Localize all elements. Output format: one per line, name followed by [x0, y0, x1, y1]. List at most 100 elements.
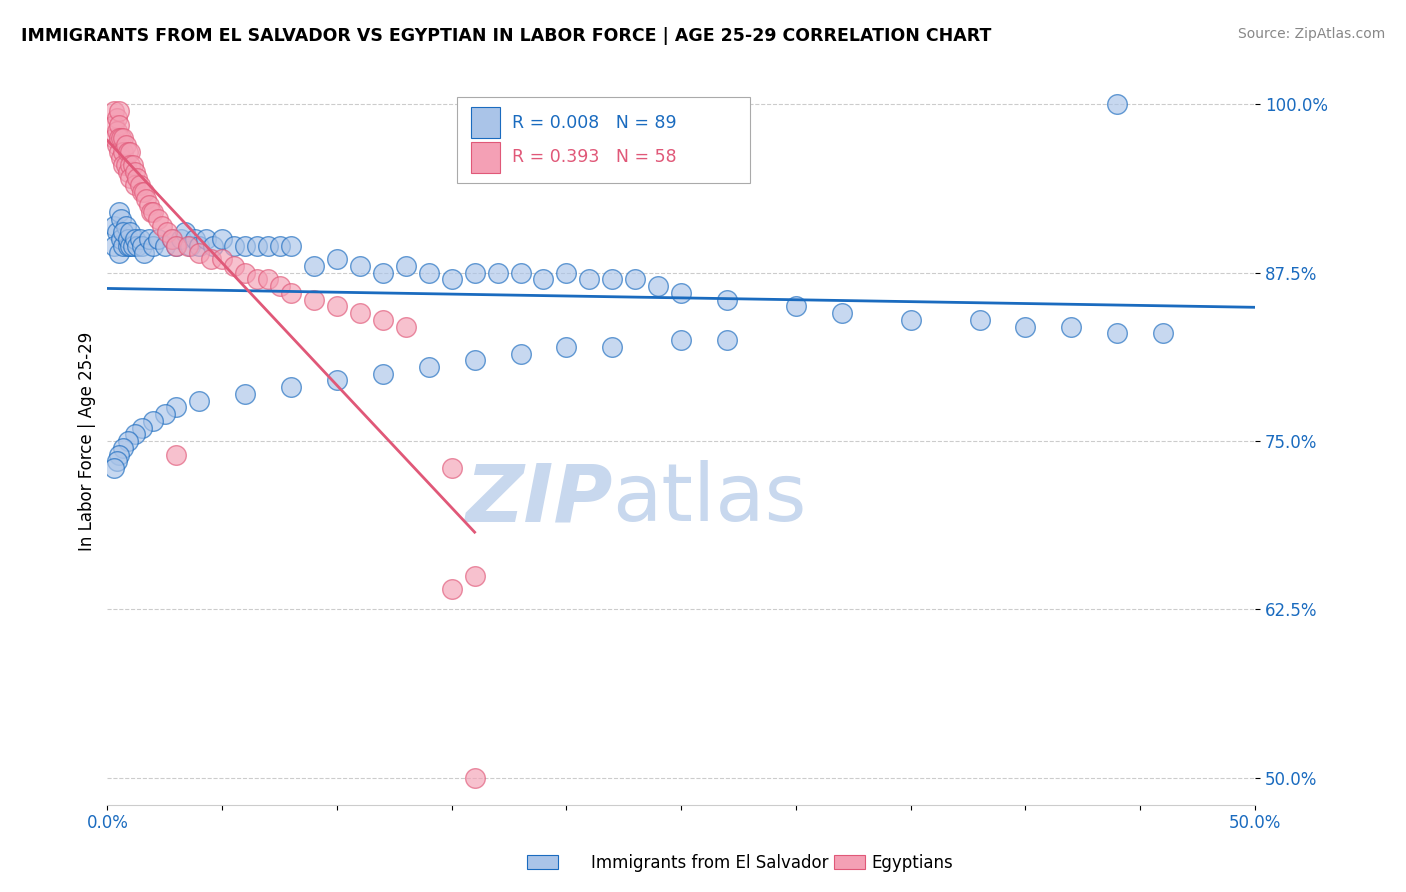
Point [188, 239, 211, 253]
Point [110, 211, 132, 226]
Point [509, 266, 531, 280]
Point [395, 319, 418, 334]
Point [120, 239, 142, 253]
Y-axis label: In Labor Force | Age 25-29: In Labor Force | Age 25-29 [79, 332, 96, 550]
Point [245, 272, 267, 286]
Point [160, 232, 183, 246]
Text: R = 0.393   N = 58: R = 0.393 N = 58 [513, 148, 678, 167]
Point [142, 205, 165, 219]
Point [165, 401, 187, 415]
Point [669, 285, 692, 300]
Point [349, 259, 371, 273]
Point [280, 285, 302, 300]
Point [117, 145, 139, 159]
Point [211, 252, 233, 267]
Point [1107, 326, 1129, 341]
Point [222, 259, 245, 273]
Point [124, 232, 146, 246]
Point [831, 306, 853, 320]
Text: IMMIGRANTS FROM EL SALVADOR VS EGYPTIAN IN LABOR FORCE | AGE 25-29 CORRELATION C: IMMIGRANTS FROM EL SALVADOR VS EGYPTIAN … [21, 27, 991, 45]
Point [108, 104, 131, 119]
Point [110, 232, 132, 246]
Point [440, 582, 463, 597]
Text: Egyptians: Egyptians [872, 854, 953, 871]
Point [371, 367, 394, 381]
Point [128, 178, 150, 193]
Point [117, 434, 139, 448]
Point [509, 346, 531, 360]
Point [128, 232, 150, 246]
Point [179, 239, 201, 253]
Point [326, 374, 349, 388]
Bar [834, 855, 865, 869]
Point [120, 225, 142, 239]
Point [418, 266, 440, 280]
Point [138, 232, 160, 246]
Point [395, 259, 418, 273]
Point [103, 219, 125, 233]
Point [183, 232, 205, 246]
Point [135, 192, 157, 206]
Point [464, 771, 486, 785]
Point [602, 272, 624, 286]
Point [131, 185, 153, 199]
Point [464, 266, 486, 280]
Point [114, 158, 136, 172]
Point [127, 171, 149, 186]
Point [326, 252, 349, 267]
Point [121, 239, 143, 253]
Point [280, 380, 302, 394]
Point [555, 266, 578, 280]
Point [578, 272, 600, 286]
Point [120, 158, 142, 172]
Point [200, 252, 222, 267]
Point [177, 239, 200, 253]
Point [280, 239, 302, 253]
Point [105, 454, 128, 468]
Point [160, 232, 183, 246]
Point [117, 239, 139, 253]
Point [105, 225, 128, 239]
Point [195, 232, 218, 246]
Point [142, 239, 165, 253]
Text: ZIP: ZIP [465, 460, 613, 538]
Text: Source: ZipAtlas.com: Source: ZipAtlas.com [1237, 27, 1385, 41]
Text: Immigrants from El Salvador: Immigrants from El Salvador [591, 854, 828, 871]
Point [233, 387, 256, 401]
Point [105, 137, 128, 152]
Point [103, 131, 125, 145]
Point [153, 239, 176, 253]
Point [124, 178, 146, 193]
Point [349, 306, 371, 320]
Point [464, 353, 486, 368]
Point [269, 279, 291, 293]
Point [233, 239, 256, 253]
Point [1107, 97, 1129, 112]
Point [233, 266, 256, 280]
Text: R = 0.008   N = 89: R = 0.008 N = 89 [513, 113, 678, 131]
Point [371, 266, 394, 280]
Point [624, 272, 647, 286]
Point [486, 266, 509, 280]
Point [602, 340, 624, 354]
Point [533, 272, 555, 286]
Bar [471, 107, 501, 137]
Point [1060, 319, 1083, 334]
Point [222, 239, 245, 253]
Point [201, 239, 224, 253]
Point [127, 239, 149, 253]
Point [120, 171, 142, 186]
Point [1014, 319, 1036, 334]
Point [302, 259, 325, 273]
Point [114, 137, 136, 152]
Point [1152, 326, 1174, 341]
Point [257, 239, 280, 253]
Point [188, 393, 211, 408]
Point [785, 299, 807, 313]
Point [165, 448, 187, 462]
Point [165, 239, 187, 253]
Point [114, 219, 136, 233]
Point [112, 239, 135, 253]
Bar [527, 855, 558, 869]
Point [418, 359, 440, 374]
